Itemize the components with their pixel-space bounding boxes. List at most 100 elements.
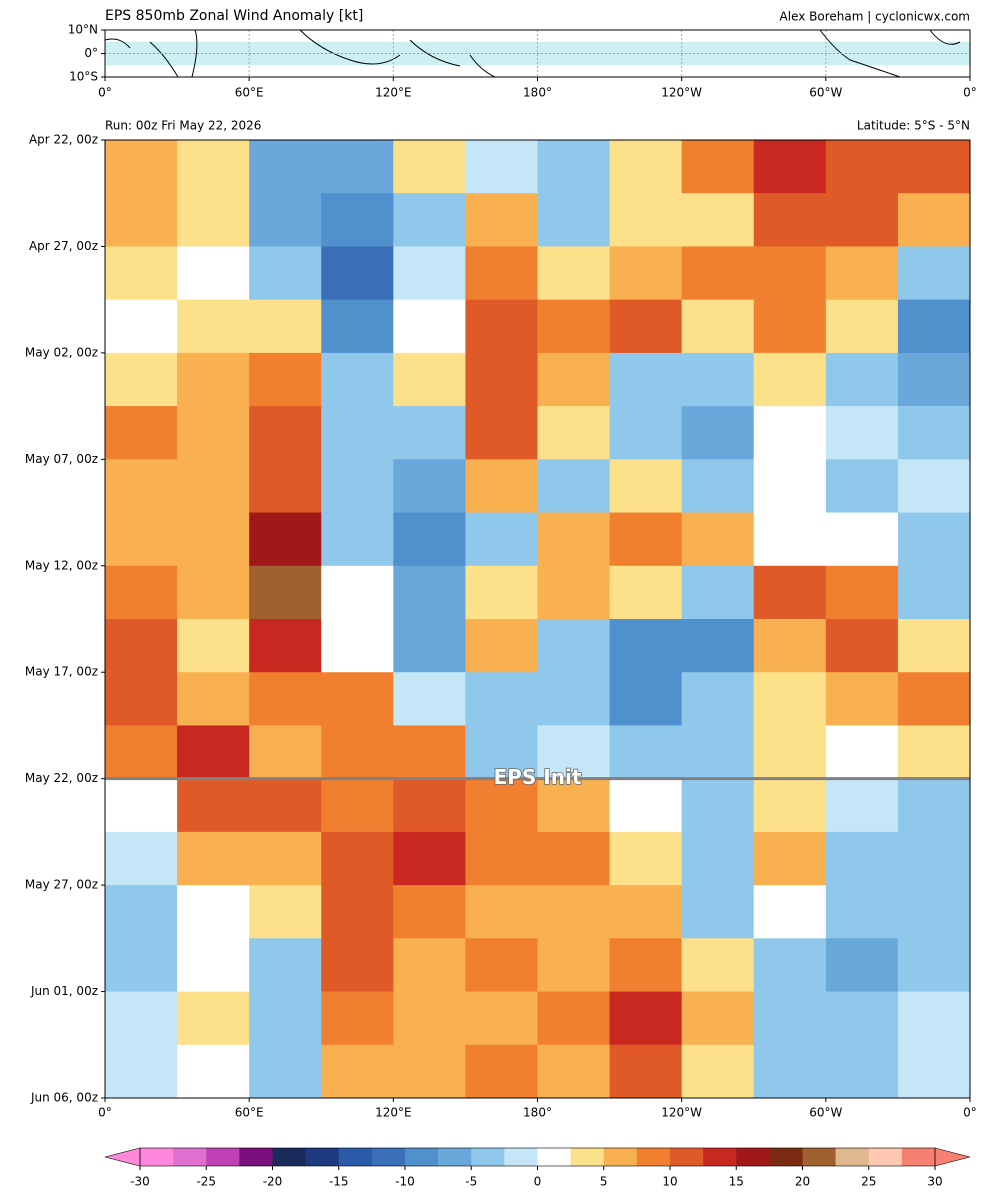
heat-cell xyxy=(177,831,250,886)
heat-cell xyxy=(465,1044,538,1099)
heat-cell xyxy=(321,193,394,247)
init-label: EPS Init xyxy=(494,765,582,789)
heat-cell xyxy=(393,1044,466,1099)
heat-cell xyxy=(753,140,827,194)
heat-cell xyxy=(825,406,899,460)
heat-cell xyxy=(897,619,971,673)
heat-cell xyxy=(393,938,466,993)
heat-cell xyxy=(825,831,899,886)
heat-cell xyxy=(105,299,178,354)
heat-cell xyxy=(249,193,322,247)
heat-cell xyxy=(753,672,827,726)
map-frame xyxy=(104,29,971,78)
heat-cell xyxy=(537,406,611,460)
heat-cell xyxy=(681,831,755,886)
heat-cell xyxy=(825,565,899,620)
heat-cell xyxy=(105,352,178,407)
heat-cell xyxy=(537,140,611,194)
heat-cell xyxy=(897,565,971,620)
colorbar-tick-label: -25 xyxy=(196,1175,216,1189)
heat-cell xyxy=(393,991,466,1046)
heat-cell xyxy=(609,193,683,247)
heat-cell xyxy=(177,459,250,514)
heat-cell xyxy=(609,565,683,620)
heat-cell xyxy=(825,193,899,247)
map-x-tick-label: 60°W xyxy=(809,86,842,100)
heat-cell xyxy=(825,1044,899,1099)
heat-cell xyxy=(753,831,827,886)
heat-cell xyxy=(825,459,899,514)
heat-cell xyxy=(393,885,466,939)
heat-cell xyxy=(897,885,971,939)
colorbar-bin xyxy=(239,1148,273,1166)
colorbar-bin xyxy=(140,1148,174,1166)
x-tick-label: 60°W xyxy=(809,1106,842,1120)
heat-cell xyxy=(321,246,394,301)
heat-cell xyxy=(105,1044,178,1099)
heat-cell xyxy=(897,193,971,247)
heat-cell xyxy=(321,352,394,407)
map-x-tick-label: 120°E xyxy=(375,86,412,100)
heat-cell xyxy=(537,672,611,726)
latitude-label: Latitude: 5°S - 5°N xyxy=(857,119,970,133)
colorbar-bin xyxy=(636,1148,671,1166)
heat-cell xyxy=(609,938,683,993)
heat-cell xyxy=(753,459,827,514)
heat-cell xyxy=(753,193,827,247)
heat-cell xyxy=(177,778,250,833)
heat-cell xyxy=(177,512,250,567)
heat-cell xyxy=(465,406,538,460)
heat-cell xyxy=(105,140,178,194)
colorbar-bin xyxy=(272,1148,306,1166)
heat-cell xyxy=(681,565,755,620)
heat-cell xyxy=(681,778,755,833)
map-y-tick-label: 10°N xyxy=(68,23,98,37)
x-tick-label: 180° xyxy=(523,1106,552,1120)
heat-cell xyxy=(609,140,683,194)
x-tick-label: 120°W xyxy=(661,1106,702,1120)
y-tick-label: May 02, 00z xyxy=(25,345,98,359)
heat-cell xyxy=(177,299,250,354)
heat-cell xyxy=(897,991,971,1046)
heat-cell xyxy=(537,512,611,567)
colorbar-tick-label: -20 xyxy=(263,1175,283,1189)
colorbar-tick-label: 5 xyxy=(600,1175,608,1189)
heat-cell xyxy=(825,619,899,673)
heat-cell xyxy=(249,352,322,407)
heat-cell xyxy=(609,406,683,460)
heat-cell xyxy=(321,459,394,514)
heat-cell xyxy=(321,565,394,620)
heat-cell xyxy=(177,1044,250,1099)
heat-cell xyxy=(537,193,611,247)
heat-cell xyxy=(105,619,178,673)
heat-cell xyxy=(753,938,827,993)
heat-cell xyxy=(897,246,971,301)
heat-cell xyxy=(321,1044,394,1099)
heat-cell xyxy=(177,672,250,726)
heat-cell xyxy=(825,246,899,301)
heat-cell xyxy=(465,512,538,567)
heat-cell xyxy=(393,246,466,301)
heat-cell xyxy=(609,725,683,780)
map-coastlines xyxy=(104,29,961,78)
heat-cell xyxy=(897,512,971,567)
heat-cell xyxy=(825,672,899,726)
heat-cell xyxy=(681,352,755,407)
heat-cell xyxy=(177,991,250,1046)
heat-cell xyxy=(825,991,899,1046)
heat-cell xyxy=(321,725,394,780)
heat-cell xyxy=(393,512,466,567)
x-tick-label: 0° xyxy=(963,1106,977,1120)
heat-cell xyxy=(177,406,250,460)
heat-cell xyxy=(465,619,538,673)
heat-cell xyxy=(465,565,538,620)
heat-cell xyxy=(825,938,899,993)
heat-cell xyxy=(681,406,755,460)
heat-cell xyxy=(105,778,178,833)
map-x-tick-label: 180° xyxy=(523,86,552,100)
colorbar-bin xyxy=(736,1148,770,1166)
colorbar-tick-label: 20 xyxy=(795,1175,810,1189)
y-tick-label: Jun 06, 00z xyxy=(30,1091,98,1105)
heat-cell xyxy=(681,246,755,301)
heat-cell xyxy=(249,299,322,354)
